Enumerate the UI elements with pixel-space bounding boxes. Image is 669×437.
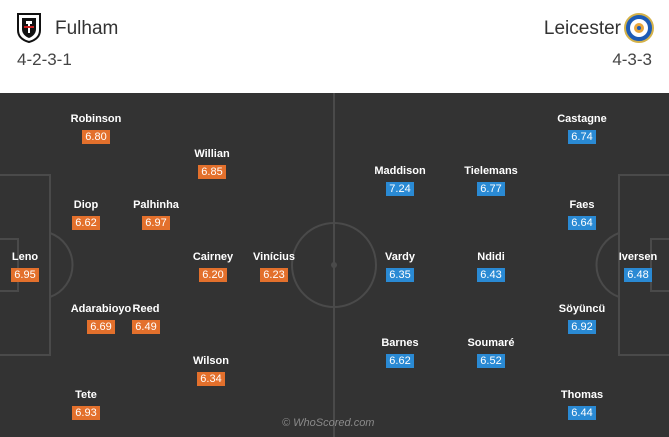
away-formation: 4-3-3 — [612, 50, 652, 69]
leicester-crest-icon — [624, 13, 654, 43]
player-rating: 6.69 — [87, 320, 115, 334]
player-palhinha[interactable]: Palhinha 6.97 — [116, 199, 196, 231]
player-soumare[interactable]: Soumaré 6.52 — [451, 337, 531, 369]
player-rating: 6.97 — [142, 216, 170, 230]
player-willian[interactable]: Willian 6.85 — [172, 148, 252, 180]
player-name: Adarabioyo — [70, 303, 132, 315]
player-rating: 6.74 — [568, 130, 596, 144]
player-rating: 6.64 — [568, 216, 596, 230]
player-ndidi[interactable]: Ndidi 6.43 — [451, 251, 531, 283]
player-vardy[interactable]: Vardy 6.35 — [360, 251, 440, 283]
player-rating: 6.52 — [477, 354, 505, 368]
player-name: Vardy — [385, 251, 415, 263]
player-name: Castagne — [557, 113, 607, 125]
player-rating: 6.48 — [624, 268, 652, 282]
player-rating: 6.93 — [72, 406, 100, 420]
player-rating: 6.62 — [386, 354, 414, 368]
player-rating: 6.80 — [82, 130, 110, 144]
player-wilson[interactable]: Wilson 6.34 — [171, 355, 251, 387]
player-name: Willian — [194, 148, 230, 160]
player-rating: 6.35 — [386, 268, 414, 282]
pitch: Robinson 6.80 Willian 6.85 Diop 6.62 Pal… — [0, 93, 669, 437]
player-reed[interactable]: Reed 6.49 — [106, 303, 186, 335]
player-rating: 6.49 — [132, 320, 160, 334]
player-rating: 6.23 — [260, 268, 288, 282]
away-team-name: Leicester — [543, 18, 621, 39]
whoscored-watermark: © WhoScored.com — [282, 417, 375, 429]
player-name: Thomas — [560, 389, 604, 401]
player-tielemans[interactable]: Tielemans 6.77 — [451, 165, 531, 197]
player-vinicius[interactable]: Vinícius 6.23 — [234, 251, 314, 283]
player-maddison[interactable]: Maddison 7.24 — [360, 165, 440, 197]
player-diop[interactable]: Diop 6.62 — [46, 199, 126, 231]
player-rating: 6.43 — [477, 268, 505, 282]
player-rating: 6.77 — [477, 182, 505, 196]
player-name: Palhinha — [133, 199, 179, 211]
player-cairney[interactable]: Cairney 6.20 — [173, 251, 253, 283]
player-adarabioyo[interactable]: Adarabioyo 6.69 — [61, 303, 141, 335]
player-robinson[interactable]: Robinson 6.80 — [56, 113, 136, 145]
player-rating: 6.62 — [72, 216, 100, 230]
player-leno[interactable]: Leno 6.95 — [0, 251, 65, 283]
player-rating: 6.34 — [197, 372, 225, 386]
player-name: Maddison — [374, 165, 426, 177]
player-name: Ndidi — [477, 251, 505, 263]
player-soyuncu[interactable]: Söyüncü 6.92 — [542, 303, 622, 335]
player-name: Reed — [132, 303, 160, 315]
player-name: Diop — [73, 199, 99, 211]
player-thomas[interactable]: Thomas 6.44 — [542, 389, 622, 421]
player-castagne[interactable]: Castagne 6.74 — [542, 113, 622, 145]
player-rating: 6.95 — [11, 268, 39, 282]
home-team-name: Fulham — [55, 18, 119, 39]
player-name: Cairney — [192, 251, 234, 263]
player-rating: 6.92 — [568, 320, 596, 334]
pitch-markings — [0, 93, 669, 437]
player-name: Iversen — [618, 251, 658, 263]
player-name: Tete — [75, 389, 97, 401]
player-tete[interactable]: Tete 6.93 — [46, 389, 126, 421]
match-header: Fulham 4-2-3-1 Leicester 4-3-3 — [0, 0, 669, 93]
player-rating: 7.24 — [386, 182, 414, 196]
player-barnes[interactable]: Barnes 6.62 — [360, 337, 440, 369]
player-name: Wilson — [193, 355, 229, 367]
player-name: Soumaré — [467, 337, 515, 349]
player-name: Barnes — [381, 337, 419, 349]
player-rating: 6.20 — [199, 268, 227, 282]
player-name: Vinícius — [253, 251, 295, 263]
player-name: Leno — [11, 251, 39, 263]
player-name: Faes — [569, 199, 595, 211]
player-name: Robinson — [70, 113, 122, 125]
home-formation: 4-2-3-1 — [17, 50, 72, 69]
fulham-crest-icon — [17, 13, 41, 43]
player-faes[interactable]: Faes 6.64 — [542, 199, 622, 231]
player-name: Söyüncü — [558, 303, 606, 315]
player-rating: 6.44 — [568, 406, 596, 420]
player-rating: 6.85 — [198, 165, 226, 179]
player-iversen[interactable]: Iversen 6.48 — [598, 251, 669, 283]
player-name: Tielemans — [464, 165, 518, 177]
